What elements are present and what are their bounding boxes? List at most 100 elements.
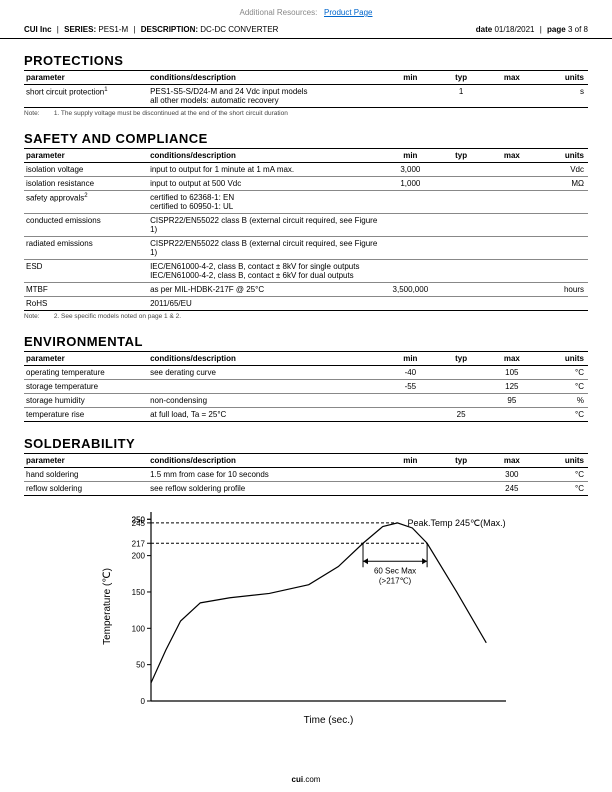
product-page-link[interactable]: Product Page bbox=[324, 8, 372, 17]
cell-min bbox=[385, 394, 436, 408]
cell-min: 3,000 bbox=[385, 163, 436, 177]
cell-max bbox=[486, 191, 537, 214]
svg-text:Temperature (℃): Temperature (℃) bbox=[102, 568, 113, 645]
top-resources: Additional Resources: Product Page bbox=[0, 0, 612, 21]
cell-param: hand soldering bbox=[24, 468, 148, 482]
cell-typ bbox=[436, 394, 487, 408]
protections-note: Note: 1. The supply voltage must be disc… bbox=[24, 110, 588, 117]
cell-min: 3,500,000 bbox=[385, 283, 436, 297]
cell-min: -55 bbox=[385, 380, 436, 394]
cell-typ bbox=[436, 283, 487, 297]
cell-param: isolation resistance bbox=[24, 177, 148, 191]
cell-units: °C bbox=[537, 408, 588, 422]
svg-text:Peak.Temp 245℃(Max.): Peak.Temp 245℃(Max.) bbox=[408, 518, 506, 528]
cell-units: MΩ bbox=[537, 177, 588, 191]
cell-cond: input to output for 1 minute at 1 mA max… bbox=[148, 163, 385, 177]
solder-table: parameter conditions/description min typ… bbox=[24, 453, 588, 496]
cell-units bbox=[537, 191, 588, 214]
footer: cui.com bbox=[0, 775, 612, 784]
page-of: of bbox=[575, 25, 582, 34]
series-value: PES1-M bbox=[98, 25, 128, 34]
cell-units: s bbox=[537, 85, 588, 108]
cell-cond: see derating curve bbox=[148, 366, 385, 380]
cell-typ: 1 bbox=[436, 85, 487, 108]
reflow-chart: 050100150200250217245250Peak.Temp 245℃(M… bbox=[96, 504, 516, 729]
footer-brand: cui bbox=[292, 775, 304, 784]
reflow-chart-svg: 050100150200250217245250Peak.Temp 245℃(M… bbox=[96, 504, 516, 729]
cell-typ bbox=[436, 177, 487, 191]
cell-typ: 25 bbox=[436, 408, 487, 422]
series-label: SERIES: bbox=[64, 25, 96, 34]
cell-param: radiated emissions bbox=[24, 237, 148, 260]
cell-units bbox=[537, 214, 588, 237]
page-label: page bbox=[547, 25, 566, 34]
cell-typ bbox=[436, 237, 487, 260]
cell-param: conducted emissions bbox=[24, 214, 148, 237]
cell-max bbox=[486, 237, 537, 260]
cell-cond: PES1-S5-S/D24-M and 24 Vdc input models … bbox=[148, 85, 385, 108]
svg-text:0: 0 bbox=[141, 697, 146, 706]
cell-units bbox=[537, 260, 588, 283]
cell-max bbox=[486, 85, 537, 108]
header-bar: CUI Inc | SERIES: PES1-M | DESCRIPTION: … bbox=[0, 21, 612, 39]
cell-cond: 1.5 mm from case for 10 seconds bbox=[148, 468, 385, 482]
cell-max bbox=[486, 260, 537, 283]
date-value: 01/18/2021 bbox=[494, 25, 534, 34]
cell-cond: input to output at 500 Vdc bbox=[148, 177, 385, 191]
cell-cond: at full load, Ta = 25°C bbox=[148, 408, 385, 422]
env-title: ENVIRONMENTAL bbox=[24, 334, 588, 349]
cell-typ bbox=[436, 297, 487, 311]
protections-table: parameter conditions/description min typ… bbox=[24, 70, 588, 108]
date-label: date bbox=[476, 25, 492, 34]
cell-units: % bbox=[537, 394, 588, 408]
cell-units: °C bbox=[537, 482, 588, 496]
cell-units: hours bbox=[537, 283, 588, 297]
svg-text:(>217℃): (>217℃) bbox=[379, 576, 412, 585]
cell-cond: certified to 62368-1: EN certified to 60… bbox=[148, 191, 385, 214]
cell-param: reflow soldering bbox=[24, 482, 148, 496]
cell-min bbox=[385, 482, 436, 496]
cell-max bbox=[486, 283, 537, 297]
solder-body: hand soldering1.5 mm from case for 10 se… bbox=[24, 468, 588, 496]
cell-max bbox=[486, 163, 537, 177]
cell-min bbox=[385, 85, 436, 108]
cell-max: 245 bbox=[486, 482, 537, 496]
cell-cond: non-condensing bbox=[148, 394, 385, 408]
cell-typ bbox=[436, 366, 487, 380]
cell-typ bbox=[436, 380, 487, 394]
cell-min bbox=[385, 408, 436, 422]
desc-label: DESCRIPTION: bbox=[141, 25, 198, 34]
cell-min: -40 bbox=[385, 366, 436, 380]
protections-title: PROTECTIONS bbox=[24, 53, 588, 68]
header-left: CUI Inc | SERIES: PES1-M | DESCRIPTION: … bbox=[24, 25, 278, 34]
svg-text:Time (sec.): Time (sec.) bbox=[304, 715, 354, 726]
env-body: operating temperaturesee derating curve-… bbox=[24, 366, 588, 422]
cell-typ bbox=[436, 468, 487, 482]
svg-text:250: 250 bbox=[132, 515, 146, 524]
cell-typ bbox=[436, 214, 487, 237]
cell-min: 1,000 bbox=[385, 177, 436, 191]
cell-max bbox=[486, 177, 537, 191]
th-min: min bbox=[385, 71, 436, 85]
safety-body: isolation voltageinput to output for 1 m… bbox=[24, 163, 588, 311]
cell-typ bbox=[436, 191, 487, 214]
desc-value: DC-DC CONVERTER bbox=[200, 25, 278, 34]
cell-cond: 2011/65/EU bbox=[148, 297, 385, 311]
cell-cond: CISPR22/EN55022 class B (external circui… bbox=[148, 214, 385, 237]
pages-value: 8 bbox=[584, 25, 588, 34]
cell-param: operating temperature bbox=[24, 366, 148, 380]
cell-cond: CISPR22/EN55022 class B (external circui… bbox=[148, 237, 385, 260]
cell-min bbox=[385, 214, 436, 237]
cell-units: °C bbox=[537, 366, 588, 380]
cell-max: 105 bbox=[486, 366, 537, 380]
cell-min bbox=[385, 237, 436, 260]
cell-param: RoHS bbox=[24, 297, 148, 311]
cell-units: °C bbox=[537, 468, 588, 482]
cell-max: 300 bbox=[486, 468, 537, 482]
cell-typ bbox=[436, 260, 487, 283]
cell-typ bbox=[436, 163, 487, 177]
cell-units: Vdc bbox=[537, 163, 588, 177]
svg-text:217: 217 bbox=[132, 539, 146, 548]
cell-min bbox=[385, 260, 436, 283]
protections-body: short circuit protection1PES1-S5-S/D24-M… bbox=[24, 85, 588, 108]
